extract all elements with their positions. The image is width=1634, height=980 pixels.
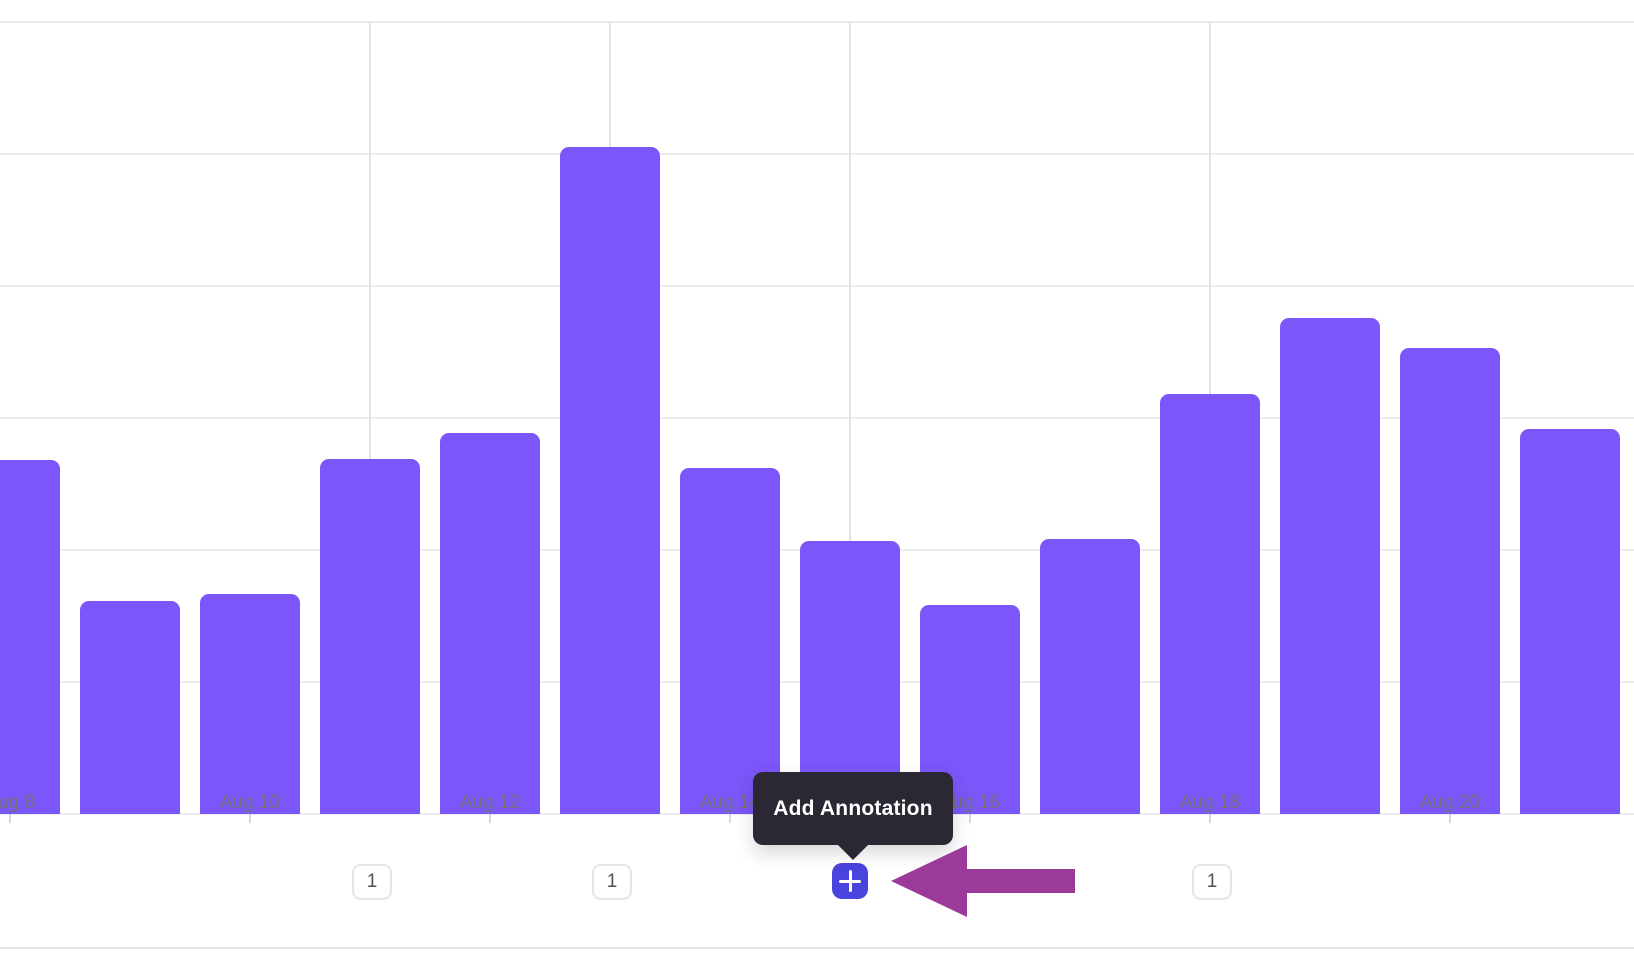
x-tick: [969, 814, 971, 823]
gridline-h: [0, 153, 1634, 155]
x-tick-label-aug-18: Aug 18: [1179, 792, 1241, 813]
bar-aug-13[interactable]: [560, 147, 660, 814]
x-tick-label-aug-20: Aug 20: [1419, 792, 1481, 813]
gridline-h: [0, 21, 1634, 23]
bar-aug-20[interactable]: [1400, 348, 1500, 814]
x-tick: [489, 814, 491, 823]
annotation-badge-aug-11[interactable]: 1: [352, 864, 392, 900]
x-tick: [1209, 814, 1211, 823]
bar-aug-11[interactable]: [320, 458, 420, 814]
x-tick-label-aug-16: Aug 16: [939, 792, 1001, 813]
x-tick: [9, 814, 11, 823]
gridline-h: [0, 285, 1634, 287]
x-tick: [729, 814, 731, 823]
x-tick: [249, 814, 251, 823]
x-tick-label-aug-10: Aug 10: [219, 792, 281, 813]
x-tick: [1449, 814, 1451, 823]
gridline-h: [0, 417, 1634, 419]
bar-aug-17[interactable]: [1040, 539, 1140, 814]
x-tick-label-aug-8: Aug 8: [0, 792, 35, 813]
tooltip-label: Add Annotation: [773, 796, 933, 820]
tooltip-pointer: [836, 843, 870, 860]
bottom-divider: [0, 947, 1634, 949]
plus-icon: [839, 870, 861, 892]
bar-aug-21[interactable]: [1520, 428, 1620, 814]
annotation-line-aug-15: [849, 22, 851, 814]
add-annotation-button[interactable]: [832, 863, 868, 899]
x-tick-label-aug-12: Aug 12: [459, 792, 521, 813]
bar-aug-14[interactable]: [680, 468, 780, 814]
x-tick-label-aug-14: Aug 14: [699, 792, 761, 813]
annotation-badge-aug-13[interactable]: 1: [592, 864, 632, 900]
bar-aug-8[interactable]: [0, 460, 60, 814]
bar-aug-19[interactable]: [1280, 317, 1380, 814]
bar-aug-15[interactable]: [800, 540, 900, 814]
bar-aug-18[interactable]: [1160, 394, 1260, 814]
bar-aug-12[interactable]: [440, 432, 540, 814]
bar-aug-10[interactable]: [200, 593, 300, 814]
annotation-line-aug-11: [369, 22, 371, 814]
bar-aug-9[interactable]: [80, 601, 180, 814]
add-annotation-tooltip: Add Annotation: [753, 772, 953, 860]
annotation-badge-aug-18[interactable]: 1: [1192, 864, 1232, 900]
